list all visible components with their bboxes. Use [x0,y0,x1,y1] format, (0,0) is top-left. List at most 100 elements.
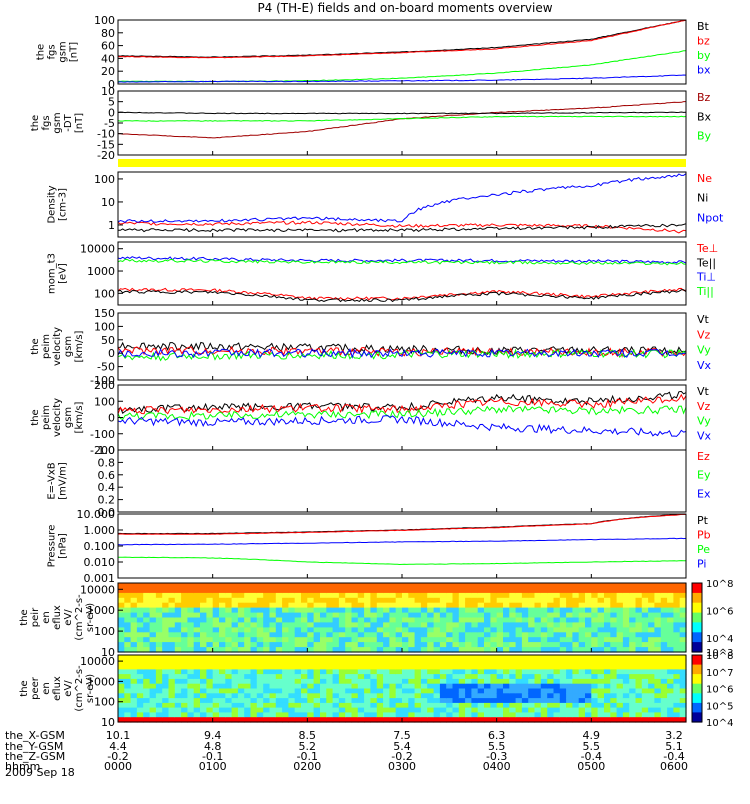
spectrogram-cell [326,612,334,619]
spectrogram-cell [320,622,327,628]
spectrogram-cell [263,659,271,666]
spectrogram-cell [345,664,353,670]
series-Vx [117,415,687,437]
spectrogram-cell [313,617,321,623]
spectrogram-cell [402,607,409,614]
spectrogram-cell [420,627,428,633]
footer-row-value: 5.2 [299,740,317,753]
spectrogram-cell [534,587,542,594]
spectrogram-cell [496,674,504,680]
spectrogram-cell [244,622,252,628]
y-axis-label: [km/s] [74,401,85,433]
spectrogram-cell [667,607,674,614]
spectrogram-cell [629,674,637,680]
spectrogram-cell [288,622,296,628]
footer-row-value: 5.4 [393,740,411,753]
spectrogram-cell [395,607,403,614]
colorbar-tick-label: 10^4 [706,634,733,645]
spectrogram-cell [301,664,308,670]
spectrogram-cell [654,617,662,623]
spectrogram-cell [673,707,681,713]
spectrogram-cell [635,659,643,666]
spectrogram-cell [610,607,618,614]
spectrogram-cell [130,607,138,614]
spectrogram-cell [256,688,264,694]
spectrogram-cell [225,669,233,675]
spectrogram-cell [231,664,239,670]
spectrogram-cell [534,592,542,599]
spectrogram-cell [383,617,390,623]
spectrogram-cell [528,693,536,699]
spectrogram-cell [509,655,517,661]
spectrogram-cell [212,678,220,685]
spectrogram-cell [427,587,435,594]
spectrogram-cell [225,702,233,709]
spectrogram-cell [648,632,655,638]
spectrogram-cell [673,632,681,638]
spectrogram-cell [345,607,353,614]
spectrogram-cell [673,642,681,648]
spectrogram-cell [528,632,536,638]
spectrogram-cell [452,602,460,609]
spectrogram-cell [402,655,409,661]
y-axis-label: [cm-3] [58,188,69,221]
spectrogram-cell [263,607,271,614]
spectrogram-cell [439,592,447,599]
spectrogram-cell [604,712,611,718]
spectrogram-cell [547,702,555,709]
spectrogram-cell [465,698,472,704]
spectrogram-cell [231,583,239,589]
spectrogram-cell [193,693,201,699]
spectrogram-cell [528,607,536,614]
spectrogram-cell [237,717,245,723]
spectrogram-cell [275,642,283,648]
spectrogram-cell [383,688,390,694]
spectrogram-cell [364,707,371,713]
spectrogram-cell [256,602,264,609]
spectrogram-cell [616,632,624,638]
spectrogram-cell [528,669,536,675]
spectrogram-cell [503,702,510,709]
spectrogram-cell [553,664,561,670]
footer-row-label: the_Z-GSM [5,750,65,763]
spectrogram-cell [376,632,384,638]
spectrogram-cell [130,669,138,675]
spectrogram-cell [225,712,233,718]
spectrogram-cell [225,622,233,628]
spectrogram-cell [155,592,163,599]
spectrogram-cell [458,655,466,661]
y-tick-label: 0.4 [98,481,116,494]
spectrogram-cell [301,698,308,704]
spectrogram-cell [547,674,555,680]
spectrogram-cell [572,587,580,594]
spectrogram-cell [534,627,542,633]
spectrogram-cell [578,707,586,713]
spectrogram-cell [124,659,132,666]
spectrogram-cell [118,597,125,604]
spectrogram-cell [124,712,132,718]
spectrogram-cell [534,674,542,680]
spectrogram-cell [591,647,599,653]
spectrogram-cell [136,678,144,685]
spectrogram-cell [332,602,340,609]
spectrogram-cell [244,659,252,666]
spectrogram-cell [648,655,655,661]
spectrogram-cell [364,683,371,690]
spectrogram-cell [484,597,491,604]
spectrogram-cell [528,642,536,648]
spectrogram-cell [357,637,365,643]
spectrogram-cell [521,597,529,604]
spectrogram-cell [357,669,365,675]
spectrogram-cell [193,659,201,666]
spectrogram-cell [275,655,283,661]
spectrogram-cell [389,642,397,648]
spectrogram-cell [275,637,283,643]
spectrogram-cell [521,698,529,704]
spectrogram-cell [320,587,327,594]
spectrogram-cell [237,602,245,609]
spectrogram-cell [585,717,592,723]
spectrogram-cell [206,698,214,704]
spectrogram-cell [402,602,409,609]
spectrogram-cell [515,617,523,623]
